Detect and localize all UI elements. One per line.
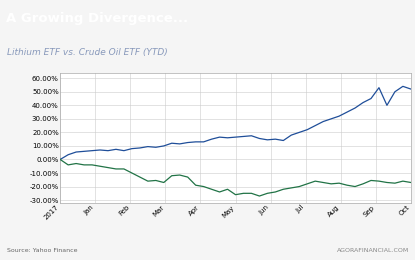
Text: AGORAFINANCIAL.COM: AGORAFINANCIAL.COM: [337, 249, 409, 254]
Text: A Growing Divergence...: A Growing Divergence...: [6, 12, 188, 25]
Text: Lithium ETF vs. Crude Oil ETF (YTD): Lithium ETF vs. Crude Oil ETF (YTD): [7, 48, 168, 57]
Text: Source: Yahoo Finance: Source: Yahoo Finance: [7, 249, 78, 254]
